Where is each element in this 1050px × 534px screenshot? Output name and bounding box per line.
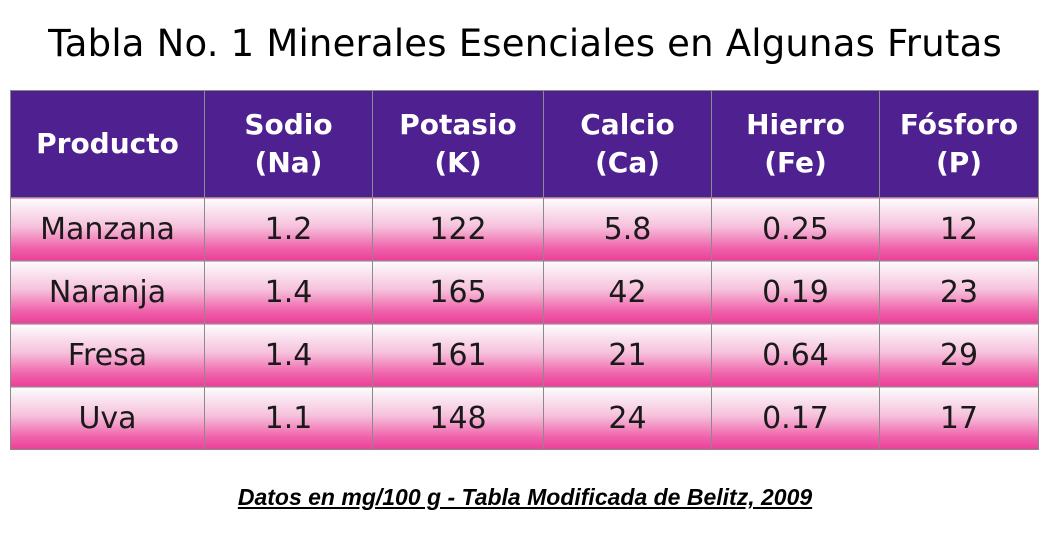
cell-sodio: 1.2 <box>204 197 373 261</box>
header-label: Calcio <box>580 108 675 141</box>
header-label: Producto <box>36 127 179 160</box>
cell-sodio: 1.1 <box>204 386 373 450</box>
cell-hierro: 0.19 <box>711 260 880 324</box>
cell-calcio: 42 <box>543 260 712 324</box>
table-row: Fresa 1.4 161 21 0.64 29 <box>10 323 1039 387</box>
header-symbol: (Na) <box>254 146 323 179</box>
header-sodio: Sodio (Na) <box>204 90 373 198</box>
header-hierro: Hierro (Fe) <box>711 90 880 198</box>
header-symbol: (P) <box>935 146 983 179</box>
source-footnote: Datos en mg/100 g - Tabla Modificada de … <box>237 484 813 510</box>
cell-fosforo: 23 <box>879 260 1039 324</box>
header-symbol: (Ca) <box>594 146 661 179</box>
cell-potasio: 148 <box>372 386 544 450</box>
cell-producto: Manzana <box>10 197 205 261</box>
header-label: Fósforo <box>899 108 1019 141</box>
cell-calcio: 21 <box>543 323 712 387</box>
cell-sodio: 1.4 <box>204 260 373 324</box>
header-symbol: (Fe) <box>764 146 827 179</box>
page-title: Tabla No. 1 Minerales Esenciales en Algu… <box>48 22 1002 65</box>
header-producto: Producto <box>10 90 205 198</box>
table-header-row: Producto Sodio (Na) Potasio (K) Calcio (… <box>10 90 1039 198</box>
cell-potasio: 165 <box>372 260 544 324</box>
header-label: Hierro <box>746 108 845 141</box>
cell-fosforo: 12 <box>879 197 1039 261</box>
header-label: Potasio <box>399 108 517 141</box>
cell-calcio: 5.8 <box>543 197 712 261</box>
header-fosforo: Fósforo (P) <box>879 90 1039 198</box>
cell-potasio: 161 <box>372 323 544 387</box>
cell-sodio: 1.4 <box>204 323 373 387</box>
header-potasio: Potasio (K) <box>372 90 544 198</box>
header-calcio: Calcio (Ca) <box>543 90 712 198</box>
cell-hierro: 0.25 <box>711 197 880 261</box>
cell-hierro: 0.64 <box>711 323 880 387</box>
table-row: Naranja 1.4 165 42 0.19 23 <box>10 260 1039 324</box>
header-label: Sodio <box>244 108 333 141</box>
table-row: Manzana 1.2 122 5.8 0.25 12 <box>10 197 1039 261</box>
cell-producto: Naranja <box>10 260 205 324</box>
minerals-table: Producto Sodio (Na) Potasio (K) Calcio (… <box>10 90 1039 450</box>
cell-producto: Fresa <box>10 323 205 387</box>
cell-potasio: 122 <box>372 197 544 261</box>
cell-hierro: 0.17 <box>711 386 880 450</box>
cell-producto: Uva <box>10 386 205 450</box>
cell-fosforo: 17 <box>879 386 1039 450</box>
table-row: Uva 1.1 148 24 0.17 17 <box>10 386 1039 450</box>
cell-fosforo: 29 <box>879 323 1039 387</box>
cell-calcio: 24 <box>543 386 712 450</box>
header-symbol: (K) <box>434 146 482 179</box>
